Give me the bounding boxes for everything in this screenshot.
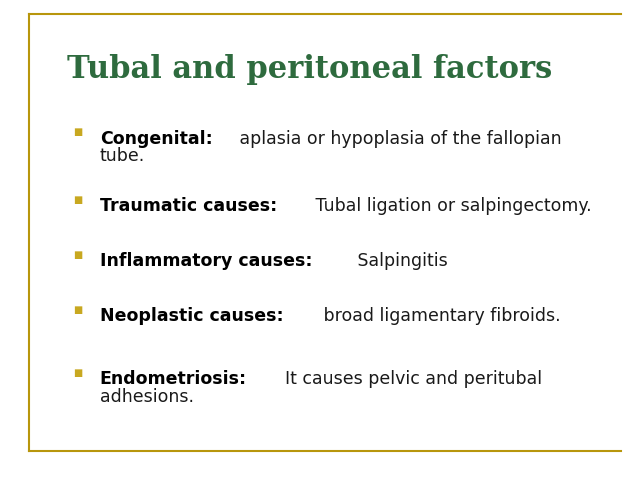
Text: tube.: tube.	[100, 147, 145, 166]
Text: ■: ■	[73, 305, 83, 315]
Text: broad ligamentary fibroids.: broad ligamentary fibroids.	[317, 307, 560, 325]
Text: Endometriosis:: Endometriosis:	[100, 371, 247, 388]
Text: Traumatic causes:: Traumatic causes:	[100, 197, 277, 215]
Text: Tubal and peritoneal factors: Tubal and peritoneal factors	[67, 54, 552, 84]
Text: aplasia or hypoplasia of the fallopian: aplasia or hypoplasia of the fallopian	[234, 130, 561, 148]
Text: It causes pelvic and peritubal: It causes pelvic and peritubal	[275, 371, 543, 388]
Text: Congenital:: Congenital:	[100, 130, 212, 148]
Text: Neoplastic causes:: Neoplastic causes:	[100, 307, 284, 325]
Text: ■: ■	[73, 368, 83, 378]
Text: ■: ■	[73, 128, 83, 137]
Text: Inflammatory causes:: Inflammatory causes:	[100, 252, 312, 270]
Text: Salpingitis: Salpingitis	[352, 252, 448, 270]
Text: Tubal ligation or salpingectomy.: Tubal ligation or salpingectomy.	[310, 197, 592, 215]
Text: ■: ■	[73, 250, 83, 260]
Text: adhesions.: adhesions.	[100, 388, 194, 406]
Text: ■: ■	[73, 195, 83, 205]
